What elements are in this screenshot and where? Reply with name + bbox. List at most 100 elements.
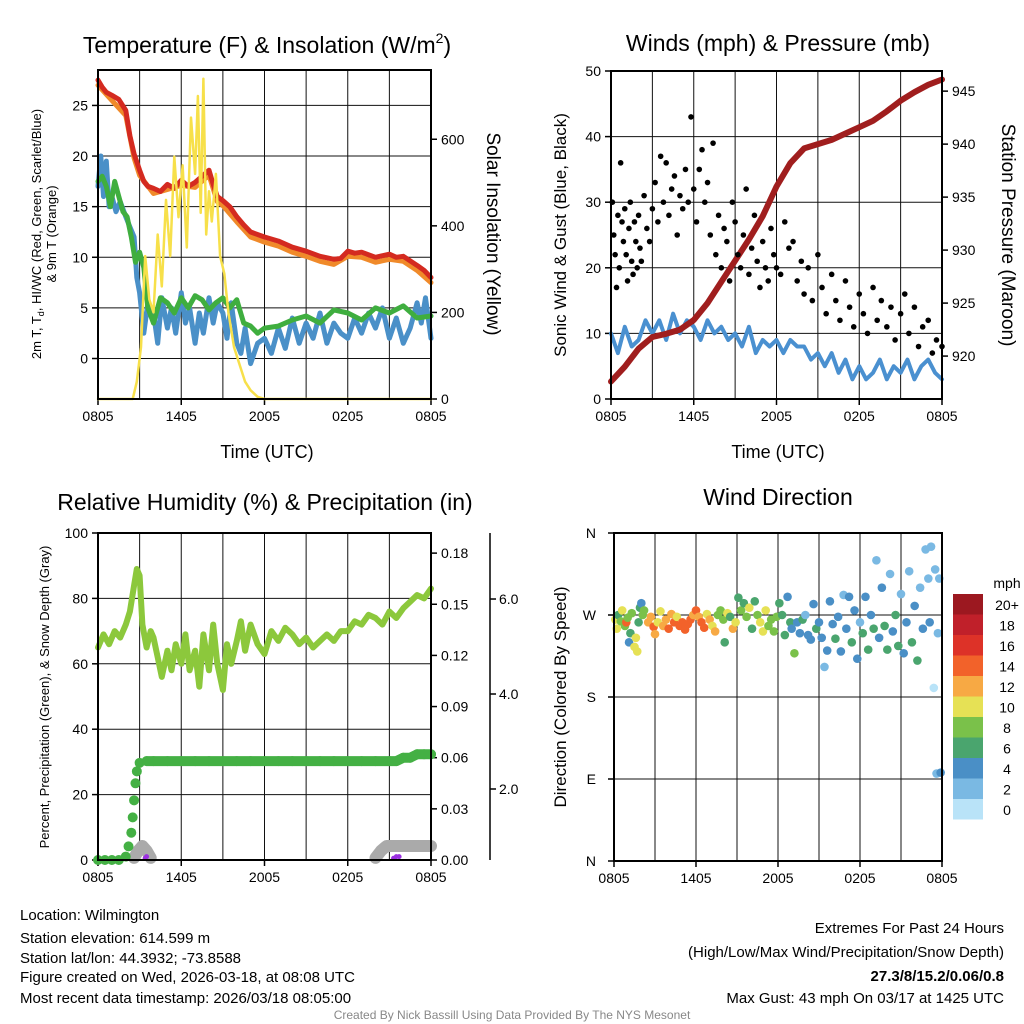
y-tick-label: 15 (72, 199, 88, 215)
gust-point (677, 192, 683, 199)
wind-direction-point (617, 606, 627, 615)
x-tick-label: 2005 (249, 869, 280, 885)
y-tick-label: 20 (72, 148, 88, 164)
direction-tick-label: N (586, 525, 596, 541)
y-tick-label: 20 (585, 260, 601, 276)
wind-direction-point (896, 589, 906, 599)
right-y-tick-label: 0.06 (441, 750, 468, 766)
precipitation-point (130, 778, 141, 789)
insolation-y-axis-title: Solar Insolation (Yellow) (482, 132, 503, 335)
x-tick-label: 1405 (166, 869, 197, 885)
right-y-tick-label: 925 (952, 295, 976, 311)
x-tick-label: 0805 (926, 408, 957, 424)
gust-point (726, 278, 733, 284)
recent-data-text: Most recent data timestamp: 2026/03/18 0… (20, 990, 351, 1007)
wind-direction-point (913, 656, 922, 665)
gust-point (641, 192, 647, 199)
wind-direction-point (930, 565, 940, 574)
gust-point (759, 238, 766, 245)
wind-direction-point (750, 597, 760, 606)
precipitation-point (126, 827, 137, 838)
gust-point (773, 265, 780, 271)
gust-point (718, 265, 725, 271)
wind-direction-point (725, 612, 735, 622)
wind-direction-point (888, 627, 898, 636)
wind-direction-point (933, 628, 943, 638)
legend-label: 12 (999, 679, 1015, 695)
wind-direction-point (755, 617, 765, 627)
wind-direction-point (880, 621, 889, 631)
wind-direction-point (844, 592, 854, 602)
wind-direction-point (891, 610, 900, 620)
speed-legend: mph 20+ 18 16 14 12 10 8 6 4 2 0 (953, 575, 1021, 820)
gust-point (864, 330, 871, 337)
gust-point (819, 284, 825, 291)
wind-direction-point (777, 610, 787, 620)
relative-humidity-line (95, 566, 434, 693)
gust-point (666, 212, 672, 219)
gust-point (638, 258, 645, 265)
gust-point (646, 238, 653, 245)
wind-direction-point (720, 638, 729, 647)
wind-direction-point (874, 633, 884, 643)
gust-point (635, 212, 642, 219)
wind-direction-point (929, 683, 939, 693)
gust-point (690, 186, 697, 192)
gust-point (798, 258, 805, 265)
gust-point (929, 350, 936, 356)
wind-direction-point (925, 617, 934, 627)
x-tick-label: 2005 (249, 408, 280, 424)
y-tick-label: 5 (80, 300, 88, 316)
gust-point (620, 238, 627, 245)
x-tick-label: 0805 (415, 408, 446, 424)
right-y-tick-label: 940 (952, 136, 976, 152)
legend-swatch (953, 594, 983, 615)
wind-direction-point (907, 638, 917, 647)
gust-point (823, 310, 829, 317)
gust-point (713, 251, 719, 258)
x-tick-label: 2005 (762, 870, 793, 886)
plot-frame (97, 69, 432, 400)
extremes-fields: (High/Low/Max Wind/Precipitation/Snow De… (688, 944, 1004, 961)
gust-point (655, 219, 661, 225)
gust-point (668, 186, 675, 192)
wind-direction-point (833, 612, 843, 622)
wind-direction-point (910, 601, 919, 611)
gust-point (801, 291, 807, 297)
wind-direction-point (761, 606, 770, 615)
gust-point (743, 186, 749, 192)
y-tick-label: 25 (72, 97, 88, 113)
gust-point (809, 297, 816, 304)
direction-tick-label: E (587, 771, 596, 787)
legend-label: 16 (999, 638, 1015, 654)
wind-direction-point (902, 617, 911, 627)
y-tick-label: 100 (65, 525, 89, 541)
mixed-precip-point (144, 854, 150, 860)
extremes-values: 27.3/8/15.2/0.06/0.8 (871, 968, 1004, 985)
wind-direction-point (790, 648, 799, 658)
gust-point (842, 278, 849, 284)
wind-direction-point (637, 598, 646, 608)
gust-point (860, 310, 867, 317)
series-solar-insolation (96, 77, 433, 401)
legend-swatch (953, 635, 983, 656)
gust-point (897, 310, 904, 317)
temperature-y-axis-title: 2m T, Td, HI/WC (Red, Green, Scarlet/Blu… (29, 109, 46, 359)
wind-direction-point (831, 634, 840, 643)
wind-direction-point (869, 624, 878, 633)
wind-direction-point (904, 566, 914, 576)
series-2m-t (95, 77, 434, 280)
plot-frame (97, 532, 432, 861)
gust-point (623, 251, 629, 258)
gust-point (721, 225, 727, 232)
gust-point (781, 219, 788, 225)
y-tick-label: 50 (585, 63, 601, 79)
wind-direction-point (699, 623, 709, 633)
gust-point (615, 212, 621, 219)
wind-direction-point (883, 645, 892, 654)
wind-direction-point (806, 635, 816, 644)
gust-point (757, 284, 763, 291)
x-tick-label: 0205 (332, 869, 363, 885)
legend-title: mph (993, 575, 1020, 591)
